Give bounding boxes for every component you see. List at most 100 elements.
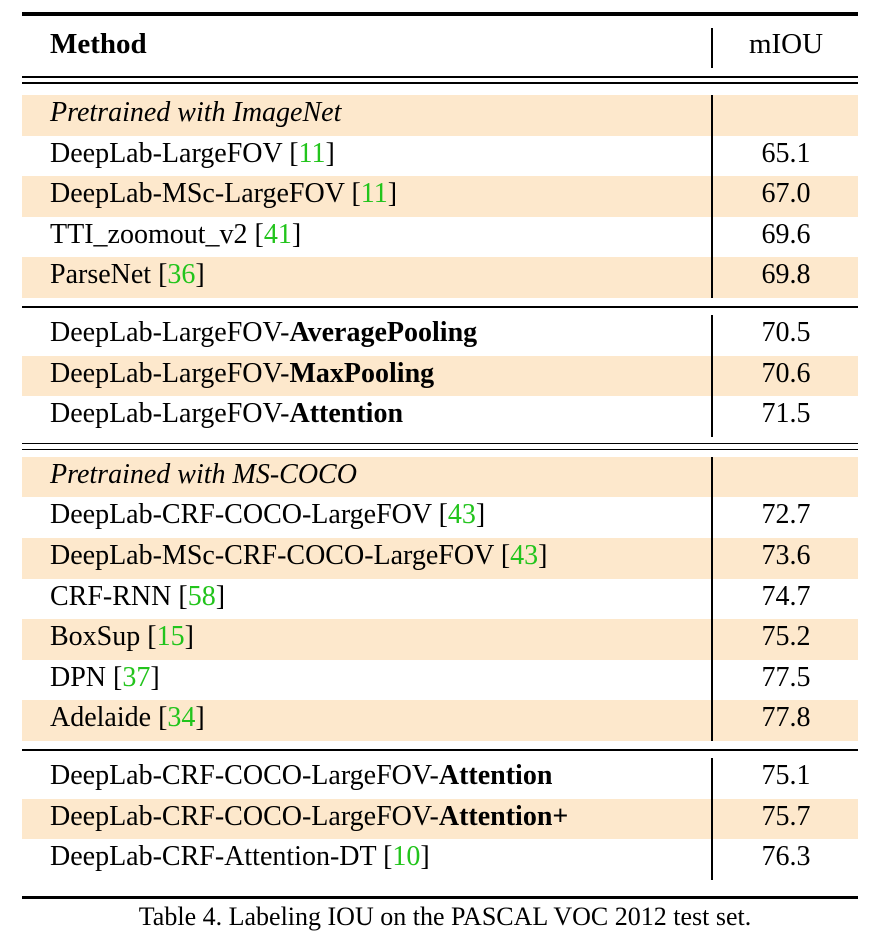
miou-value: 70.6	[761, 357, 811, 389]
table-row: ParseNet [36] 69.8	[22, 257, 858, 298]
header-method: Method	[50, 28, 147, 60]
column-divider	[711, 758, 713, 880]
top-rule	[22, 12, 858, 16]
table-row: DeepLab-CRF-COCO-LargeFOV [43] 72.7	[22, 497, 858, 538]
method-name: Adelaide	[50, 702, 152, 734]
miou-value: 75.7	[761, 800, 811, 832]
table-row: TTI_zoomout_v2 [41] 69.6	[22, 217, 858, 258]
method-cell: DeepLab-LargeFOV-MaxPooling	[50, 358, 434, 390]
header-rule-2	[22, 82, 858, 84]
method-name: DPN	[50, 661, 107, 693]
table-row: DPN [37] 77.5	[22, 660, 858, 701]
group-title: Pretrained with ImageNet	[50, 97, 342, 128]
method-cell: DeepLab-CRF-Attention-DT [10]	[50, 841, 430, 873]
method-cell: Adelaide [34]	[50, 702, 205, 734]
citation-link[interactable]: 43	[447, 499, 476, 531]
miou-value: 69.8	[761, 259, 811, 291]
miou-value: 75.2	[761, 621, 811, 653]
miou-value: 77.8	[761, 702, 811, 734]
method-cell: DeepLab-MSc-CRF-COCO-LargeFOV [43]	[50, 540, 548, 571]
bottom-rule	[22, 896, 858, 899]
miou-value: 71.5	[761, 398, 811, 430]
table-row: Adelaide [34] 77.8	[22, 700, 858, 741]
table-row: DeepLab-CRF-Attention-DT [10] 76.3	[22, 839, 858, 880]
header-rule-1	[22, 76, 858, 78]
group-header-row: Pretrained with MS-COCO	[22, 456, 858, 498]
table-row: DeepLab-MSc-LargeFOV [11] 67.0	[22, 176, 858, 217]
method-cell: DeepLab-CRF-COCO-LargeFOV-Attention	[50, 760, 552, 792]
method-name: CRF-RNN	[50, 580, 172, 612]
method-cell: DPN [37]	[50, 661, 160, 693]
method-suffix: Attention+	[438, 800, 569, 832]
table-caption: Table 4. Labeling IOU on the PASCAL VOC …	[138, 902, 752, 931]
table-row: DeepLab-CRF-COCO-LargeFOV-Attention+ 75.7	[22, 798, 858, 840]
method-name: DeepLab-LargeFOV-	[50, 317, 290, 348]
miou-value: 75.1	[761, 760, 811, 791]
header-row: Method mIOU	[22, 26, 858, 66]
miou-value: 69.6	[761, 218, 811, 250]
method-cell: TTI_zoomout_v2 [41]	[50, 218, 302, 250]
method-suffix: MaxPooling	[289, 357, 435, 389]
column-divider	[711, 315, 713, 437]
citation-link[interactable]: 37	[122, 661, 151, 693]
group-header-row: Pretrained with ImageNet	[22, 95, 858, 136]
table-row: DeepLab-LargeFOV-AveragePooling 70.5	[22, 315, 858, 356]
method-cell: DeepLab-LargeFOV-AveragePooling	[50, 317, 477, 349]
column-divider	[711, 456, 713, 741]
method-name: BoxSup	[50, 621, 141, 653]
citation-link[interactable]: 11	[360, 178, 388, 210]
citation-link[interactable]: 11	[298, 137, 326, 169]
citation-link[interactable]: 36	[167, 259, 196, 291]
miou-value: 76.3	[761, 841, 811, 873]
table-row: DeepLab-LargeFOV [11] 65.1	[22, 136, 858, 177]
method-name: DeepLab-LargeFOV-	[50, 357, 290, 389]
table-row: DeepLab-MSc-CRF-COCO-LargeFOV [43] 73.6	[22, 538, 858, 579]
miou-value: 65.1	[761, 137, 811, 169]
method-suffix: Attention	[289, 398, 404, 430]
method-suffix: Attention	[438, 760, 553, 791]
block-rule	[22, 306, 858, 308]
citation-link[interactable]: 10	[392, 841, 421, 873]
table-row: DeepLab-LargeFOV-Attention 71.5	[22, 396, 858, 437]
method-name: ParseNet	[50, 259, 152, 291]
method-name: DeepLab-LargeFOV	[50, 137, 283, 169]
citation-link[interactable]: 43	[510, 540, 539, 571]
method-cell: DeepLab-MSc-LargeFOV [11]	[50, 178, 398, 210]
method-name: TTI_zoomout_v2	[50, 218, 248, 250]
method-name: DeepLab-CRF-COCO-LargeFOV	[50, 499, 432, 531]
method-name: DeepLab-CRF-COCO-LargeFOV-	[50, 800, 439, 832]
method-cell: DeepLab-CRF-COCO-LargeFOV-Attention+	[50, 801, 568, 833]
method-name: DeepLab-CRF-Attention-DT	[50, 841, 377, 873]
block-rule	[22, 749, 858, 751]
method-name: DeepLab-MSc-LargeFOV	[50, 178, 345, 210]
method-cell: DeepLab-LargeFOV [11]	[50, 137, 335, 169]
miou-value: 74.7	[761, 580, 811, 612]
citation-link[interactable]: 41	[263, 218, 292, 250]
table-row: BoxSup [15] 75.2	[22, 619, 858, 660]
method-name: DeepLab-LargeFOV-	[50, 398, 290, 430]
column-divider	[711, 95, 713, 298]
group-rule-1	[22, 442, 858, 445]
table-row: DeepLab-CRF-COCO-LargeFOV-Attention 75.1	[22, 758, 858, 799]
citation-link[interactable]: 34	[167, 702, 196, 734]
method-suffix: AveragePooling	[289, 317, 478, 348]
miou-value: 70.5	[761, 317, 811, 348]
method-cell: CRF-RNN [58]	[50, 580, 226, 612]
miou-value: 73.6	[761, 540, 811, 571]
table-row: CRF-RNN [58] 74.7	[22, 579, 858, 620]
method-name: DeepLab-CRF-COCO-LargeFOV-	[50, 760, 439, 791]
method-cell: ParseNet [36]	[50, 259, 205, 291]
table-row: DeepLab-LargeFOV-MaxPooling 70.6	[22, 355, 858, 397]
method-cell: DeepLab-CRF-COCO-LargeFOV [43]	[50, 499, 486, 531]
miou-value: 77.5	[761, 661, 811, 693]
method-cell: DeepLab-LargeFOV-Attention	[50, 398, 403, 430]
header-divider	[711, 28, 713, 68]
group-rule-2	[22, 448, 858, 451]
group-title: Pretrained with MS-COCO	[50, 458, 357, 490]
header-miou: mIOU	[748, 28, 824, 60]
citation-link[interactable]: 15	[156, 621, 185, 653]
citation-link[interactable]: 58	[187, 580, 216, 612]
miou-value: 67.0	[761, 178, 811, 210]
method-cell: BoxSup [15]	[50, 621, 194, 653]
method-name: DeepLab-MSc-CRF-COCO-LargeFOV	[50, 540, 494, 571]
